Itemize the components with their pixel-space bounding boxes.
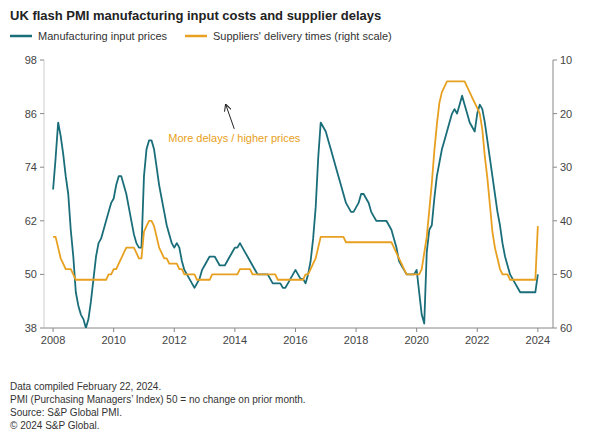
- x-tick-label: 2016: [283, 334, 307, 346]
- x-tick: [416, 328, 417, 332]
- y-tick: [40, 167, 44, 168]
- x-axis-line: [44, 328, 553, 329]
- footnote: Source: S&P Global PMI.: [10, 407, 122, 418]
- y-tick: [40, 60, 44, 61]
- x-tick-label: 2014: [223, 334, 247, 346]
- y2-tick: [553, 274, 557, 275]
- y-tick-label: 62: [25, 215, 37, 227]
- footnote: PMI (Purchasing Managers’ Index) 50 = no…: [10, 394, 306, 405]
- line-series: [53, 81, 538, 279]
- y-tick-label: 86: [25, 108, 37, 120]
- y-tick: [40, 220, 44, 221]
- y2-axis-line: [553, 60, 554, 328]
- x-tick-label: 2012: [162, 334, 186, 346]
- x-tick-label: 2010: [101, 334, 125, 346]
- x-tick: [53, 328, 54, 332]
- y-tick-label: 74: [25, 161, 37, 173]
- y2-tick-label: 10: [560, 54, 572, 66]
- x-tick-label: 2022: [465, 334, 489, 346]
- y-tick: [40, 274, 44, 275]
- y-tick-label: 50: [25, 268, 37, 280]
- footnote: © 2024 S&P Global.: [10, 420, 99, 431]
- x-tick: [113, 328, 114, 332]
- x-tick: [295, 328, 296, 332]
- y2-tick-label: 40: [560, 215, 572, 227]
- y-tick-label: 38: [25, 322, 37, 334]
- title: UK flash PMI manufacturing input costs a…: [10, 8, 381, 23]
- y-tick: [40, 113, 44, 114]
- annotation-text: More delays / higher prices: [168, 132, 301, 144]
- legend: Manufacturing input prices Suppliers' del…: [10, 30, 392, 42]
- legend-entry: Manufacturing input prices: [38, 30, 168, 42]
- line-series: [53, 96, 538, 328]
- y2-tick: [553, 60, 557, 61]
- y-tick: [40, 328, 44, 329]
- y-axis-line: [44, 60, 45, 328]
- x-tick: [356, 328, 357, 332]
- y2-tick-label: 30: [560, 161, 572, 173]
- x-tick: [174, 328, 175, 332]
- plot-area: [53, 81, 538, 328]
- footnotes: Data compiled February 22, 2024. PMI (Pur…: [10, 381, 306, 431]
- x-tick: [477, 328, 478, 332]
- y2-tick: [553, 220, 557, 221]
- x-tick: [234, 328, 235, 332]
- y2-tick: [553, 328, 557, 329]
- y2-tick-label: 20: [560, 108, 572, 120]
- x-tick-label: 2020: [404, 334, 428, 346]
- annotation: More delays / higher prices: [168, 105, 301, 144]
- y2-tick-label: 60: [560, 322, 572, 334]
- x-tick-label: 2018: [344, 334, 368, 346]
- footnote: Data compiled February 22, 2024.: [10, 381, 161, 392]
- axes: 2008201020122014201620182020202220243850…: [25, 54, 573, 346]
- y-tick-label: 98: [25, 54, 37, 66]
- y2-tick-label: 50: [560, 268, 572, 280]
- legend-entry: Suppliers' delivery times (right scale): [213, 30, 392, 42]
- x-tick-label: 2008: [41, 334, 65, 346]
- chart: UK flash PMI manufacturing input costs a…: [0, 0, 597, 437]
- x-tick-label: 2024: [526, 334, 550, 346]
- legend-swatch: [10, 35, 32, 38]
- legend-swatch: [185, 35, 207, 38]
- y2-tick: [553, 167, 557, 168]
- annotation-arrow: [226, 105, 234, 129]
- x-tick: [537, 328, 538, 332]
- y2-tick: [553, 113, 557, 114]
